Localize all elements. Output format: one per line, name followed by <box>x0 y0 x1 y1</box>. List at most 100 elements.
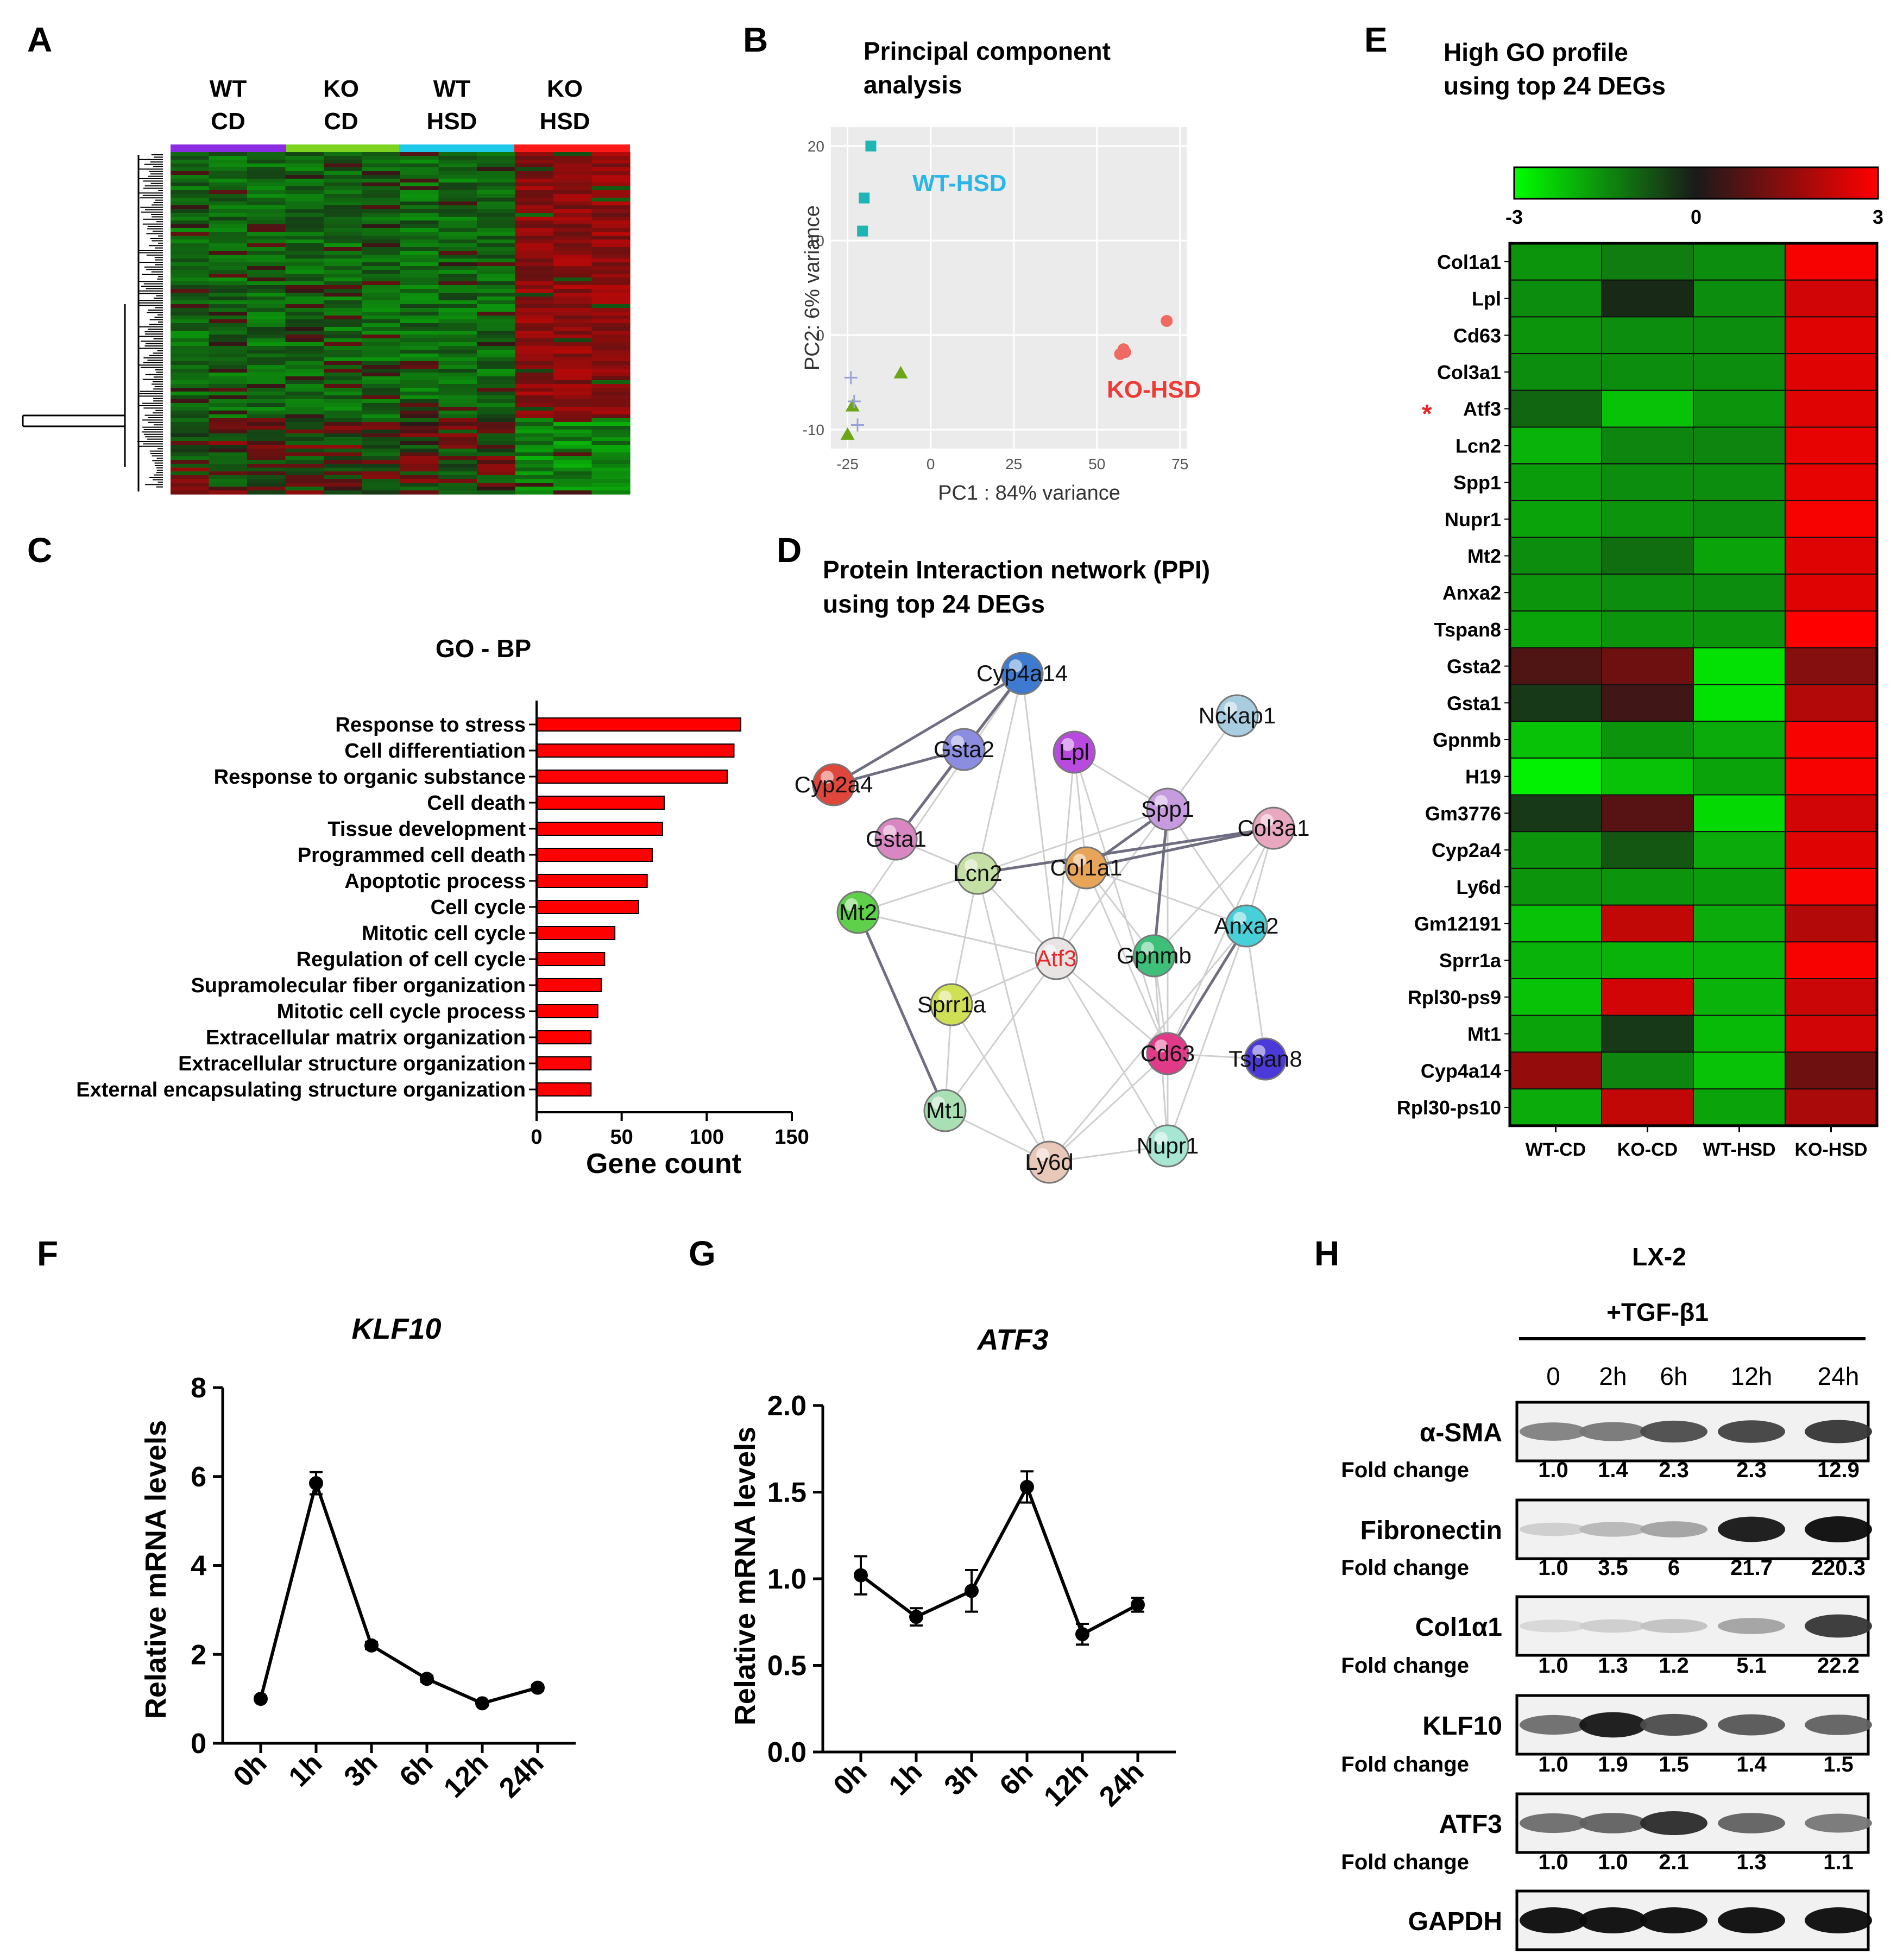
heatmap-cell <box>438 392 477 396</box>
fold-change-value: 1.0 <box>1538 1753 1568 1776</box>
heatmap-cell <box>324 441 363 445</box>
heatmap-cell <box>438 380 477 385</box>
go-heatmap-gene-label: Lcn2 <box>1455 434 1501 457</box>
heatmap-cell <box>171 205 210 210</box>
pca-plot-background <box>831 127 1187 449</box>
pca-title-line1: Principal component <box>864 37 1111 65</box>
go-heatmap-cell <box>1509 831 1602 869</box>
heatmap-cell <box>362 316 401 320</box>
heatmap-cell <box>438 304 477 308</box>
heatmap-cell <box>400 437 439 442</box>
heatmap-cell <box>553 167 593 172</box>
heatmap-cell <box>400 304 439 308</box>
line-point <box>965 1584 979 1598</box>
heatmap-cell <box>209 251 248 255</box>
heatmap-cell <box>591 228 631 232</box>
heatmap-cell <box>324 331 363 335</box>
heatmap-cell <box>477 452 516 457</box>
heatmap-cell <box>324 194 363 198</box>
ppi-edge <box>1153 827 1275 957</box>
pca-point-wt-hsd <box>865 140 877 152</box>
go-heatmap-cell <box>1785 463 1877 501</box>
line-y-tick-label: 0.5 <box>767 1650 806 1682</box>
heatmap-cell <box>362 152 401 156</box>
heatmap-cell <box>209 312 248 316</box>
heatmap-cell <box>553 205 593 210</box>
heatmap-cell <box>362 236 401 240</box>
go-heatmap-cells: Col1a1 Lpl Cd63 Col3a1 Atf3 Lcn2 Spp1 Nupr1 Mt2 A… <box>1397 242 1879 1160</box>
heatmap-cell <box>209 418 248 423</box>
heatmap-cell <box>400 160 439 164</box>
go-heatmap-cell <box>1509 353 1602 391</box>
go-category-label: Mitotic cell cycle process <box>277 1000 526 1023</box>
heatmap-cell <box>553 297 593 301</box>
heatmap-cell <box>400 456 439 461</box>
heatmap-cell <box>247 228 286 232</box>
pca-title-line2: analysis <box>864 71 962 99</box>
heatmap-cell <box>171 236 210 240</box>
heatmap-cell <box>591 475 631 480</box>
heatmap-cell <box>400 319 439 324</box>
heatmap-cell <box>515 171 554 175</box>
heatmap-cell <box>553 182 593 187</box>
line-x-tick-label: 0h <box>828 1756 873 1801</box>
go-heatmap-gene-label: H19 <box>1465 766 1501 788</box>
go-heatmap-column-label: KO-CD <box>1617 1139 1678 1160</box>
ppi-title-line2: using top 24 DEGs <box>823 590 1045 618</box>
go-heatmap-cell <box>1601 647 1694 685</box>
heatmap-cell <box>209 236 248 240</box>
heatmap-cell <box>515 483 554 487</box>
ppi-node-label: Mt1 <box>926 1098 964 1123</box>
heatmap-cell <box>247 194 286 198</box>
heatmap-cell <box>247 270 286 274</box>
heatmap-cell <box>209 468 248 472</box>
heatmap-cell <box>515 194 554 198</box>
heatmap-cell <box>477 186 516 191</box>
go-bar <box>536 1082 592 1096</box>
heatmap-cell <box>324 182 363 187</box>
heatmap-cell <box>400 422 439 426</box>
heatmap-cell <box>553 194 593 198</box>
heatmap-cell <box>209 163 248 168</box>
heatmap-cell <box>553 316 593 320</box>
heatmap-cell <box>285 369 324 373</box>
heatmap-cell <box>591 304 631 308</box>
blot-lane-label: 12h <box>1731 1362 1773 1390</box>
heatmap-cell <box>285 182 324 187</box>
heatmap-cell <box>324 426 363 430</box>
heatmap-cell <box>477 407 516 411</box>
heatmap-cell <box>285 304 324 308</box>
heatmap-cell <box>247 338 286 343</box>
heatmap-cell <box>438 418 477 423</box>
heatmap-cell <box>477 380 516 385</box>
heatmap-cell <box>591 399 631 404</box>
heatmap-cell <box>438 182 477 187</box>
heatmap-cell <box>400 152 439 156</box>
heatmap-cell <box>171 240 210 244</box>
heatmap-cell <box>515 156 554 160</box>
panel-letter-b: B <box>743 20 768 59</box>
panel-letter-e: E <box>1364 20 1388 59</box>
heatmap-cell <box>553 399 593 404</box>
heatmap-cell <box>553 186 593 191</box>
go-heatmap-cell <box>1601 978 1694 1016</box>
heatmap-cell <box>591 171 631 175</box>
heatmap-cell <box>553 479 593 483</box>
heatmap-cell <box>438 247 477 251</box>
heatmap-cell <box>515 209 554 213</box>
go-heatmap-cell <box>1693 941 1786 980</box>
heatmap-cell <box>247 346 286 350</box>
heatmap-cell <box>285 160 324 164</box>
heatmap-cell <box>400 289 439 293</box>
heatmap-cell <box>285 289 324 293</box>
heatmap-cell <box>477 357 516 362</box>
go-heatmap-cell <box>1693 647 1786 685</box>
heatmap-cell <box>362 289 401 293</box>
ppi-node-highlight <box>932 1096 945 1110</box>
panel-h-western-blot: LX-2 +TGF-β1 0 2h 6h 12h 24h α-SMA Fold chang… <box>1341 1243 1872 1951</box>
heatmap-cell <box>171 411 210 415</box>
heatmap-cell <box>400 255 439 259</box>
pca-x-tick: 75 <box>1171 456 1188 472</box>
heatmap-cell <box>591 426 631 430</box>
go-category-label: Mitotic cell cycle <box>362 922 526 945</box>
